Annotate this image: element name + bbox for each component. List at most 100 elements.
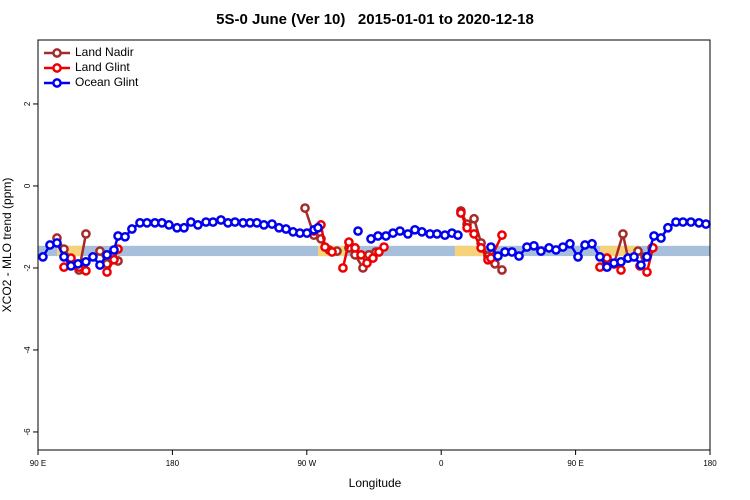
point	[81, 265, 91, 276]
point	[102, 267, 112, 277]
legend-label: Ocean Glint	[75, 75, 139, 89]
point	[88, 252, 98, 262]
point	[529, 240, 539, 251]
point	[497, 230, 507, 241]
point	[573, 252, 583, 262]
point	[313, 222, 323, 233]
point	[486, 242, 496, 252]
point	[109, 254, 119, 265]
point	[179, 222, 189, 233]
point	[469, 213, 479, 224]
point	[350, 243, 360, 253]
point	[497, 265, 507, 275]
point	[164, 220, 174, 230]
point	[678, 217, 688, 227]
point	[81, 256, 91, 267]
point	[469, 229, 479, 239]
y-tick-label: -4	[23, 346, 32, 354]
point	[453, 230, 463, 241]
point	[327, 247, 337, 257]
point	[417, 227, 427, 237]
shaded-region	[56, 245, 83, 257]
point	[95, 260, 105, 270]
chart-title: 5S-0 June (Ver 10) 2015-01-01 to 2020-12…	[216, 11, 534, 28]
x-tick-label: 0	[439, 459, 444, 468]
y-tick-label: 0	[23, 183, 32, 188]
point	[59, 252, 69, 262]
point	[362, 258, 372, 268]
point	[344, 237, 354, 247]
x-tick-label: 90 E	[567, 459, 583, 468]
point	[300, 203, 310, 213]
legend-marker	[52, 63, 62, 73]
y-tick-label: 2	[23, 101, 32, 106]
point	[320, 242, 330, 252]
legend-marker	[52, 48, 62, 58]
plot	[38, 203, 711, 277]
point	[476, 243, 486, 253]
point	[338, 263, 348, 273]
point	[507, 247, 517, 257]
point	[193, 220, 203, 230]
point	[208, 217, 218, 227]
point	[403, 229, 413, 239]
point	[456, 208, 466, 218]
point	[259, 220, 269, 230]
point	[230, 217, 240, 227]
point	[95, 246, 105, 256]
point	[462, 222, 472, 233]
point	[602, 262, 612, 272]
point	[356, 249, 366, 260]
point	[493, 251, 503, 261]
x-tick-label: 180	[703, 459, 717, 468]
point	[267, 219, 277, 229]
point	[52, 238, 62, 248]
point	[127, 224, 137, 234]
point	[373, 231, 383, 241]
legend-label: Land Nadir	[75, 45, 134, 59]
point	[686, 217, 696, 227]
series-line	[55, 207, 654, 274]
point	[642, 267, 652, 277]
plot-frame	[37, 39, 711, 451]
point	[636, 260, 646, 270]
point	[701, 219, 711, 229]
legend-label: Land Glint	[75, 60, 130, 74]
point	[587, 238, 597, 249]
point	[565, 238, 575, 249]
point	[73, 259, 83, 269]
shaded-region	[454, 245, 485, 257]
y-tick-label: -2	[23, 264, 32, 272]
point	[102, 249, 112, 260]
legend-marker	[52, 78, 62, 88]
point	[656, 233, 666, 243]
point	[663, 222, 673, 233]
shaded-region	[599, 245, 640, 257]
point	[618, 229, 628, 239]
x-axis-label: Longitude	[349, 476, 402, 490]
point	[642, 252, 652, 262]
y-axis-label: XCO2 - MLO trend (ppm)	[0, 178, 14, 313]
point	[629, 252, 639, 262]
point	[536, 246, 546, 256]
point	[379, 242, 389, 252]
y-tick-label: -6	[23, 428, 32, 436]
point	[120, 231, 130, 242]
point	[81, 229, 91, 239]
x-tick-label: 90 E	[30, 459, 46, 468]
point	[395, 226, 405, 236]
x-tick-label: 90 W	[297, 459, 316, 468]
x-tick-label: 180	[166, 459, 180, 468]
point	[353, 226, 363, 236]
point	[514, 251, 524, 261]
point	[595, 252, 605, 262]
point	[616, 256, 626, 267]
point	[432, 229, 442, 239]
point	[38, 252, 48, 262]
point	[616, 265, 626, 275]
point	[142, 218, 152, 228]
point	[109, 245, 119, 255]
point	[368, 253, 378, 263]
